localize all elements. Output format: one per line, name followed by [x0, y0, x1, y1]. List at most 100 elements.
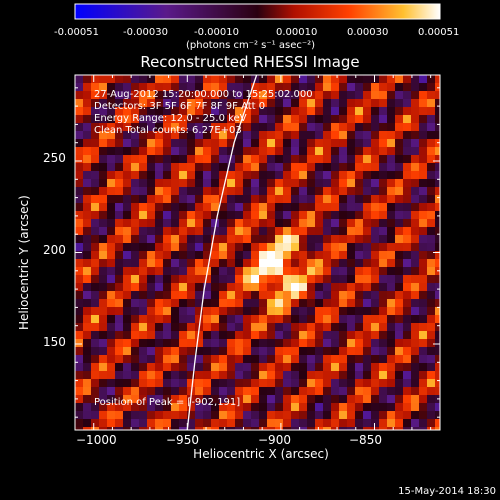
heatmap-pixel — [323, 203, 331, 211]
heatmap-pixel — [403, 99, 411, 107]
heatmap-pixel — [315, 187, 323, 195]
heatmap-pixel — [123, 195, 131, 203]
heatmap-pixel — [107, 211, 115, 219]
heatmap-pixel — [195, 123, 203, 131]
heatmap-pixel — [339, 171, 347, 179]
heatmap-pixel — [227, 371, 235, 379]
heatmap-pixel — [331, 323, 339, 331]
heatmap-pixel — [251, 379, 259, 387]
heatmap-pixel — [139, 163, 147, 171]
heatmap-pixel — [251, 91, 259, 99]
heatmap-pixel — [419, 411, 427, 419]
heatmap-pixel — [107, 275, 115, 283]
heatmap-pixel — [371, 299, 379, 307]
heatmap-pixel — [91, 131, 99, 139]
heatmap-pixel — [179, 339, 187, 347]
heatmap-pixel — [371, 211, 379, 219]
heatmap-pixel — [227, 99, 235, 107]
heatmap-pixel — [259, 107, 267, 115]
heatmap-pixel — [323, 195, 331, 203]
heatmap-pixel — [115, 131, 123, 139]
heatmap-pixel — [283, 395, 291, 403]
heatmap-pixel — [387, 371, 395, 379]
heatmap-pixel — [179, 355, 187, 363]
heatmap-pixel — [331, 283, 339, 291]
heatmap-pixel — [411, 91, 419, 99]
heatmap-pixel — [339, 219, 347, 227]
heatmap-pixel — [331, 291, 339, 299]
heatmap-pixel — [299, 235, 307, 243]
heatmap-pixel — [147, 219, 155, 227]
heatmap-pixel — [163, 163, 171, 171]
heatmap-pixel — [243, 267, 251, 275]
heatmap-pixel — [283, 403, 291, 411]
heatmap-pixel — [75, 99, 83, 107]
heatmap-pixel — [147, 75, 155, 83]
heatmap-pixel — [427, 219, 435, 227]
heatmap-pixel — [315, 283, 323, 291]
heatmap-pixel — [315, 339, 323, 347]
heatmap-pixel — [99, 315, 107, 323]
heatmap-pixel — [115, 307, 123, 315]
heatmap-pixel — [83, 307, 91, 315]
heatmap-pixel — [219, 347, 227, 355]
heatmap-pixel — [339, 131, 347, 139]
heatmap-pixel — [211, 147, 219, 155]
heatmap-pixel — [195, 379, 203, 387]
heatmap-pixel — [179, 291, 187, 299]
heatmap-pixel — [235, 427, 243, 430]
heatmap-pixel — [403, 315, 411, 323]
heatmap-pixel — [323, 227, 331, 235]
heatmap-pixel — [283, 251, 291, 259]
heatmap-pixel — [427, 195, 435, 203]
heatmap-pixel — [331, 99, 339, 107]
heatmap-pixel — [219, 163, 227, 171]
heatmap-pixel — [339, 275, 347, 283]
heatmap-pixel — [179, 187, 187, 195]
heatmap-pixel — [91, 291, 99, 299]
heatmap-pixel — [323, 171, 331, 179]
heatmap-pixel — [363, 219, 371, 227]
heatmap-pixel — [347, 171, 355, 179]
heatmap-pixel — [171, 203, 179, 211]
heatmap-pixel — [259, 131, 267, 139]
heatmap-pixel — [395, 355, 403, 363]
heatmap-pixel — [355, 211, 363, 219]
heatmap-pixel — [107, 259, 115, 267]
heatmap-pixel — [227, 339, 235, 347]
heatmap-pixel — [203, 371, 211, 379]
heatmap-pixel — [307, 251, 315, 259]
heatmap-pixel — [107, 227, 115, 235]
heatmap-pixel — [235, 227, 243, 235]
heatmap-pixel — [307, 235, 315, 243]
heatmap-pixel — [363, 235, 371, 243]
heatmap-pixel — [211, 131, 219, 139]
heatmap-pixel — [403, 107, 411, 115]
heatmap-pixel — [219, 371, 227, 379]
heatmap-pixel — [179, 99, 187, 107]
y-tick-label: 150 — [43, 335, 66, 349]
heatmap-pixel — [363, 123, 371, 131]
heatmap-pixel — [347, 219, 355, 227]
heatmap-pixel — [195, 299, 203, 307]
heatmap-pixel — [171, 427, 179, 430]
heatmap-pixel — [147, 115, 155, 123]
heatmap-pixel — [131, 99, 139, 107]
heatmap-pixel — [243, 379, 251, 387]
heatmap-pixel — [299, 75, 307, 83]
heatmap-pixel — [419, 427, 427, 430]
heatmap-pixel — [251, 219, 259, 227]
heatmap-pixel — [275, 355, 283, 363]
heatmap-pixel — [195, 155, 203, 163]
heatmap-pixel — [339, 75, 347, 83]
heatmap-pixel — [179, 243, 187, 251]
heatmap-pixel — [147, 403, 155, 411]
heatmap-pixel — [123, 131, 131, 139]
heatmap-pixel — [259, 235, 267, 243]
heatmap-pixel — [187, 83, 195, 91]
heatmap-pixel — [91, 179, 99, 187]
heatmap-pixel — [387, 107, 395, 115]
heatmap-pixel — [347, 267, 355, 275]
heatmap-pixel — [179, 275, 187, 283]
heatmap-pixel — [419, 171, 427, 179]
